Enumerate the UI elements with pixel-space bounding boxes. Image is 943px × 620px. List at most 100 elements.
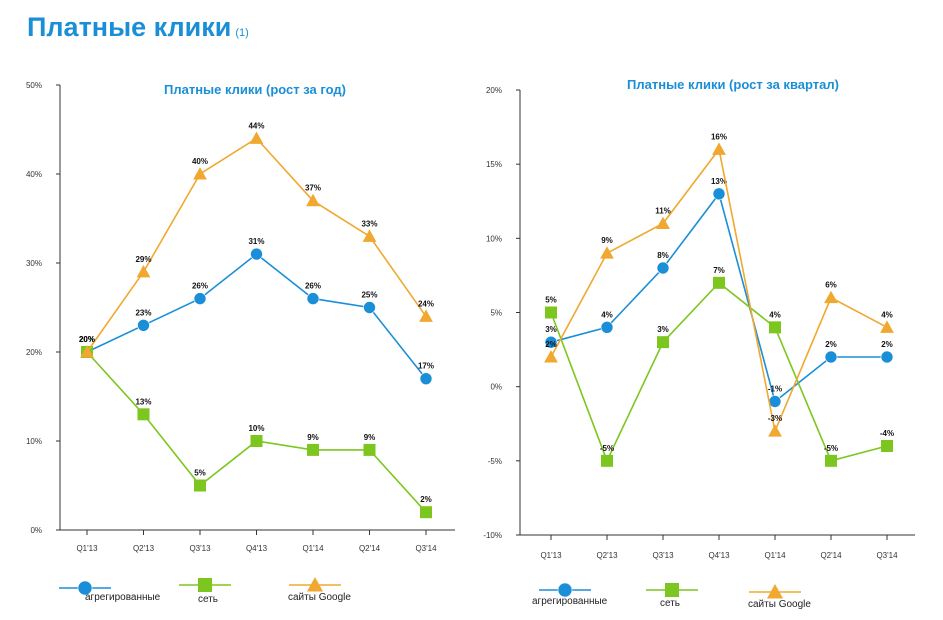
annual-x-tick-label: Q3'13 <box>189 544 211 553</box>
annual-data-point-google <box>136 265 151 278</box>
annual-data-point-aggregated <box>250 247 263 261</box>
annual-data-point-google <box>362 229 377 242</box>
annual-legend-circle-marker-icon <box>77 580 93 596</box>
annual-data-point-aggregated <box>137 318 150 332</box>
annual-y-tick-label: 40% <box>26 170 42 179</box>
annual-data-label-network: 2% <box>420 495 432 504</box>
quarterly-data-label-google: 2% <box>545 340 557 349</box>
annual-data-label-google: 37% <box>305 184 321 193</box>
annual-data-label-google: 29% <box>135 255 151 264</box>
annual-data-label-network: 9% <box>364 433 376 442</box>
quarterly-data-label-aggregated: 13% <box>711 177 727 186</box>
quarterly-data-point-network <box>657 336 669 349</box>
annual-x-tick-label: Q2'13 <box>133 544 155 553</box>
annual-data-point-network <box>250 435 263 447</box>
quarterly-data-point-aggregated <box>656 261 670 275</box>
quarterly-data-label-google: 9% <box>601 236 613 245</box>
annual-y-tick-label: 50% <box>26 81 42 90</box>
quarterly-x-tick-label: Q4'13 <box>708 551 730 560</box>
annual-data-label-network: 9% <box>307 433 319 442</box>
annual-x-tick-label: Q2'14 <box>359 544 381 553</box>
annual-data-point-google <box>80 345 94 358</box>
quarterly-series-network: 5% -5% 3% 7% 4% -5% -4% <box>545 266 894 467</box>
quarterly-data-point-aggregated <box>600 321 614 334</box>
annual-y-tick-label: 10% <box>26 437 42 446</box>
quarterly-legend-square-marker-icon <box>665 583 679 597</box>
quarterly-data-label-google: 6% <box>825 281 837 290</box>
quarterly-data-point-aggregated <box>712 187 726 201</box>
quarterly-data-label-network: -5% <box>824 444 838 453</box>
annual-legend-label-network: сеть <box>198 594 218 605</box>
quarterly-series-google: 2% 9% 11% 16% -3% 6% 4% <box>544 132 894 437</box>
quarterly-data-label-network: -4% <box>880 429 894 438</box>
quarterly-data-point-google <box>712 142 726 155</box>
annual-data-label-aggregated: 26% <box>192 282 208 291</box>
quarterly-x-tick-label: Q1'13 <box>540 551 562 560</box>
quarterly-data-label-aggregated: 3% <box>545 325 557 334</box>
quarterly-data-point-network <box>769 321 781 334</box>
annual-series-aggregated: 20% 23% 26% 31% 26% 25% 17% <box>79 237 434 386</box>
annual-series-network: 20% 13% 5% 10% 9% 9% 2% <box>79 335 432 519</box>
annual-data-label-network: 10% <box>248 424 264 433</box>
quarterly-legend-label-google: сайты Google <box>748 599 811 610</box>
quarterly-data-point-network <box>713 276 725 289</box>
quarterly-data-label-network: 3% <box>657 325 669 334</box>
annual-data-label-google: 24% <box>418 299 434 308</box>
annual-x-tick-label: Q4'13 <box>246 544 268 553</box>
quarterly-legend-item-network: сеть <box>646 583 698 609</box>
quarterly-data-label-aggregated: 2% <box>825 340 837 349</box>
annual-data-point-google <box>306 193 320 207</box>
quarterly-data-label-network: 7% <box>713 266 725 275</box>
annual-y-tick-label: 0% <box>30 526 42 535</box>
quarterly-data-point-google <box>824 290 838 304</box>
annual-x-tick-label: Q1'14 <box>302 544 324 553</box>
annual-data-point-network <box>363 443 376 456</box>
quarterly-data-point-google <box>880 320 894 333</box>
annual-data-point-network <box>137 408 150 421</box>
quarterly-data-point-network <box>881 440 893 452</box>
quarterly-data-point-aggregated <box>768 395 782 408</box>
quarterly-legend-item-google: сайты Google <box>748 583 811 610</box>
annual-chart-title: Платные клики (рост за год) <box>164 82 346 97</box>
annual-legend-label-google: сайты Google <box>288 592 351 603</box>
annual-data-label-aggregated: 31% <box>248 237 264 246</box>
annual-y-tick-label: 20% <box>26 348 42 357</box>
annual-data-label-aggregated: 23% <box>135 308 151 317</box>
quarterly-legend-circle-marker-icon <box>557 582 573 598</box>
annual-legend-square-marker-icon <box>198 578 212 592</box>
quarterly-chart-title: Платные клики (рост за квартал) <box>627 77 839 92</box>
page-title-footnote: (1) <box>235 27 249 39</box>
quarterly-legend-label-network: сеть <box>660 598 680 609</box>
annual-legend-label-aggregated: агрегированные <box>85 592 161 603</box>
quarterly-data-label-google: -3% <box>768 414 782 423</box>
quarterly-data-point-aggregated <box>824 350 838 364</box>
annual-data-label-network: 13% <box>135 397 151 406</box>
annual-data-label-google: 20% <box>79 335 95 344</box>
annual-data-point-aggregated <box>363 301 376 314</box>
quarterly-series-aggregated: 3% 4% 8% 13% -1% 2% 2% <box>544 177 894 408</box>
annual-data-label-network: 5% <box>194 469 206 478</box>
annual-data-label-network: 20% <box>79 335 95 344</box>
annual-data-point-google <box>419 309 433 322</box>
annual-data-point-aggregated <box>419 372 433 386</box>
quarterly-x-tick-label: Q2'14 <box>820 551 842 560</box>
quarterly-data-label-aggregated: 8% <box>657 251 669 260</box>
annual-data-label-aggregated: 20% <box>79 335 95 344</box>
annual-data-point-google <box>249 131 264 144</box>
quarterly-y-tick-label: -5% <box>488 457 502 466</box>
quarterly-legend-triangle-marker-icon <box>766 583 784 599</box>
annual-x-tick-label: Q1'13 <box>76 544 98 553</box>
quarterly-data-label-network: 5% <box>545 296 557 305</box>
page-title: Платные клики (1) <box>27 12 249 43</box>
annual-data-point-network <box>420 506 432 519</box>
annual-data-point-network <box>307 443 319 456</box>
quarterly-x-tick-label: Q3'13 <box>652 551 674 560</box>
annual-series-google: 20% 29% 40% 44% 37% 33% 24% <box>79 121 434 358</box>
quarterly-x-tick-label: Q3'14 <box>876 551 898 560</box>
quarterly-legend-label-aggregated: агрегированные <box>532 596 608 607</box>
quarterly-x-tick-label: Q2'13 <box>596 551 618 560</box>
quarterly-data-label-google: 16% <box>711 132 727 141</box>
quarterly-data-point-network <box>825 454 837 467</box>
